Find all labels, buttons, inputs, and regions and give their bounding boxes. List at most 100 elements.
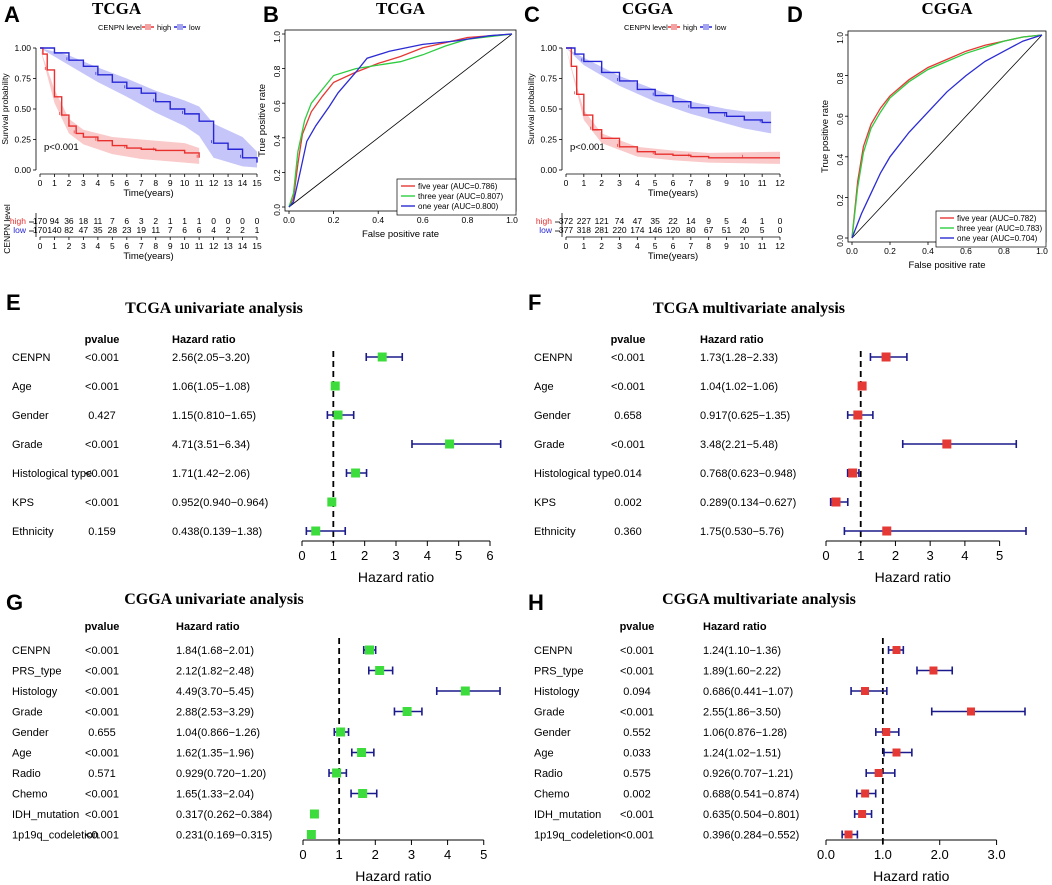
forest-h-row-pvalue: <0.001 [620,645,654,657]
forest-g-title: CGGA univariate analysis [124,591,304,608]
forest-f-xtick-label: 4 [961,548,968,563]
km-c-ytick-label: 0.00 [540,165,557,175]
forest-g-row-hr: 1.04(0.866−1.26) [176,727,260,739]
forest-h-row-hr: 0.926(0.707−1.21) [703,768,793,780]
roc-b-curve-one-year [288,33,513,208]
km-a-risk-low: 19 [137,225,147,235]
km-c-risk-high: 5 [724,216,729,226]
panel-letter-g: G [6,590,23,615]
km-a-curve-low [40,47,258,163]
forest-e-row-label: Gender [12,410,49,422]
km-a-title: TCGA [92,0,142,18]
forest-e-row-pvalue: 0.159 [88,526,116,538]
roc-b-title: TCGA [376,0,426,18]
forest-h-xtick-label: 0.0 [817,847,835,862]
forest-f-row-label: Grade [534,439,565,451]
km-c-legend-low: low [715,23,727,32]
km-c-xtick-label: 11 [758,178,767,188]
forest-e-row-hr: 1.15(0.810−1.65) [172,410,256,422]
forest-f-xtick-label: 3 [927,548,934,563]
forest-g-row-pvalue: 0.571 [88,768,116,780]
roc-d-xtick-label: 0.6 [960,246,972,256]
km-a-xtick-label: 14 [238,178,248,188]
forest-g-point [358,789,368,798]
forest-g-point [375,666,385,675]
forest-h-point [861,789,870,798]
panel-letter-b: B [263,2,279,27]
forest-f-row-hr: 3.48(2.21−5.48) [700,439,778,451]
forest-g-row-label: CENPN [12,645,51,657]
km-a-xtick-label: 15 [252,178,262,188]
forest-g-row-pvalue: <0.001 [85,707,119,719]
forest-g-xlabel: Hazard ratio [355,868,431,884]
forest-e-row-pvalue: <0.001 [85,468,119,480]
km-a-risk-low: 28 [108,225,118,235]
km-a-risk-high: 1 [168,216,173,226]
km-a-xtick-label: 4 [95,178,100,188]
km-c-risk-high: 121 [595,216,609,226]
forest-e-xtick-label: 6 [486,548,493,563]
roc-d-title: CGGA [922,0,974,18]
forest-h-row-hr: 0.688(0.541−0.874) [703,789,799,801]
km-a-xtick-label: 1 [52,178,57,188]
forest-f-xlabel: Hazard ratio [875,569,951,585]
km-c-risk-tick-label: 6 [671,241,676,251]
km-c-ytick-label: 0.75 [540,74,557,84]
forest-g-row-hr: 1.65(1.33−2.04) [176,789,254,801]
roc-d-xtick-label: 0.2 [884,246,896,256]
km-a-risk-low: 35 [93,225,103,235]
forest-h-row-label: IDH_mutation [534,809,601,821]
km-a-xtick-label: 9 [168,178,173,188]
roc-b-xtick-label: 0.4 [372,215,384,225]
forest-f-row-pvalue: 0.014 [614,468,642,480]
forest-f-row-hr: 1.75(0.530−5.76) [700,526,784,538]
forest-e-row-pvalue: <0.001 [85,497,119,509]
km-a-risk-low: 2 [226,225,231,235]
km-c-ytick-label: 1.00 [540,43,557,53]
forest-g-row-label: Gender [12,727,49,739]
forest-g-xtick-label: 0 [299,847,306,862]
km-c-risk-tick-label: 12 [775,241,785,251]
km-c-ci-high [566,48,780,164]
forest-g-row-hr: 4.49(3.70−5.45) [176,686,254,698]
forest-f-title: TCGA multivariate analysis [653,300,845,317]
km-a-risk-tick-label: 15 [252,241,262,251]
km-c-legend-label: CENPN level [624,23,668,32]
panel-letter-d: D [787,2,803,27]
forest-g-row-hr: 0.317(0.262−0.384) [176,809,272,821]
km-a-risk-high: 0 [211,216,216,226]
forest-g-point [460,686,470,696]
forest-e-point [445,439,455,449]
roc-b-xtick-label: 0.0 [283,215,295,225]
km-a-pvalue: p<0.001 [44,142,79,153]
km-a-risk-tick-label: 6 [124,241,129,251]
forest-g-row-hr: 0.231(0.169−0.315) [176,830,272,842]
km-c-risk-high: 22 [668,216,678,226]
forest-e-row-label: CENPN [12,352,51,364]
forest-h-title: CGGA multivariate analysis [662,591,856,608]
km-c-risk-tick-label: 1 [581,241,586,251]
forest-e-row-label: Age [12,381,32,393]
forest-f-row-label: CENPN [534,352,573,364]
km-a-xlabel: Time(years) [123,188,173,199]
forest-e-xtick-label: 0 [298,548,305,563]
km-a-risk-tick-label: 0 [38,241,43,251]
forest-h-point [882,728,891,736]
km-a-ytick-label: 0.75 [14,74,31,84]
roc-d-ytick-label: 1.0 [835,32,845,44]
km-a-xtick-label: 12 [209,178,219,188]
forest-g-xtick-label: 3 [408,847,415,862]
km-a-risk-high: 11 [93,216,102,226]
km-a-legend-label: CENPN level [98,23,142,32]
forest-g-point [357,748,367,757]
forest-e-xtick-label: 2 [361,548,368,563]
forest-g-row-label: 1p19q_codeletion [12,830,99,842]
km-c-risk-low: 377 [559,225,573,235]
panel-letter-h: H [528,590,544,615]
km-a-ylabel: Survival probability [0,73,10,145]
forest-e-header-pvalue: pvalue [85,334,120,346]
roc-b-ytick-label: 0.6 [272,100,282,112]
km-a-xtick-label: 0 [38,178,43,188]
km-c-legend-high: high [683,23,697,32]
forest-g-row-hr: 2.88(2.53−3.29) [176,707,254,719]
